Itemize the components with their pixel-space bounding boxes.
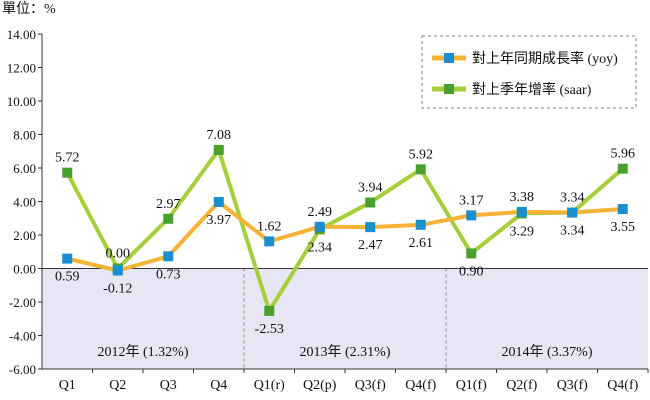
y-tick-label: 6.00 (13, 161, 36, 176)
x-tick-label: Q2(f) (506, 378, 537, 393)
data-point-yoy (62, 253, 73, 264)
y-tick-label: 10.00 (7, 94, 36, 109)
y-tick-label: 2.00 (13, 228, 36, 243)
x-tick-label: Q3(f) (355, 378, 386, 393)
data-label-yoy: 2.61 (409, 236, 434, 251)
data-label-yoy: 3.55 (611, 220, 636, 235)
data-point-yoy (617, 204, 628, 215)
data-label-saar: 3.29 (510, 224, 535, 239)
data-point-saar (415, 164, 426, 175)
unit-label: 單位：% (2, 1, 56, 17)
year-group-label: 2012年 (1.32%) (98, 344, 189, 360)
legend-marker-saar (444, 84, 454, 94)
data-point-saar (264, 305, 275, 316)
data-point-saar (213, 144, 224, 155)
legend-label-yoy: 對上年同期成長率 (yoy) (472, 50, 618, 67)
data-point-yoy (516, 206, 527, 217)
data-label-saar: 5.96 (611, 147, 636, 162)
data-point-saar (466, 248, 477, 259)
data-label-saar: 7.08 (207, 128, 232, 143)
data-label-saar: 0.00 (106, 247, 131, 262)
data-point-yoy (264, 236, 275, 247)
x-tick-label: Q1(r) (254, 378, 285, 393)
x-tick-label: Q2 (109, 378, 126, 393)
series-line-yoy (66, 200, 623, 273)
data-label-yoy: 1.62 (257, 219, 282, 234)
data-label-saar: 2.34 (308, 240, 333, 255)
negative-region (42, 268, 648, 369)
x-tick-label: Q4 (210, 378, 227, 393)
data-point-yoy (112, 265, 123, 276)
year-group-label: 2013年 (2.31%) (300, 344, 391, 360)
data-label-yoy: 3.17 (459, 193, 484, 208)
data-point-saar (365, 197, 376, 208)
x-tick-label: Q2(p) (303, 378, 337, 393)
data-label-saar: 5.72 (55, 151, 80, 166)
data-label-saar: 3.94 (358, 181, 383, 196)
data-point-saar (163, 213, 174, 224)
data-point-yoy (365, 222, 376, 233)
data-label-saar: 2.97 (156, 197, 181, 212)
data-label-yoy: 0.59 (55, 270, 80, 285)
data-label-saar: 5.92 (409, 147, 434, 162)
x-tick-label: Q1 (59, 378, 76, 393)
data-point-saar (62, 167, 73, 178)
data-point-yoy (567, 207, 578, 218)
data-point-yoy (466, 210, 477, 221)
data-label-yoy: -0.12 (103, 282, 132, 297)
legend-label-saar: 對上季年增率 (saar) (472, 81, 592, 98)
data-label-yoy: 3.34 (560, 224, 585, 239)
x-tick-label: Q3 (160, 378, 177, 393)
data-label-saar: 0.90 (459, 264, 484, 279)
x-tick-label: Q3(f) (557, 378, 588, 393)
data-point-yoy (163, 251, 174, 262)
y-tick-label: -2.00 (9, 295, 36, 310)
data-point-yoy (314, 221, 325, 232)
data-point-yoy (213, 197, 224, 208)
legend-box (421, 35, 637, 109)
y-tick-label: -4.00 (9, 329, 36, 344)
data-label-yoy: 3.38 (510, 190, 535, 205)
data-label-yoy: 0.73 (156, 267, 181, 282)
plot-area: 2012年 (1.32%) 2013年 (2.31%) 2014年 (3.37%) 1… (7, 27, 649, 393)
legend: 對上年同期成長率 (yoy) 對上季年增率 (saar) (421, 35, 637, 109)
year-group-label: 2014年 (3.37%) (502, 344, 593, 360)
data-label-yoy: 2.47 (358, 238, 383, 253)
data-point-yoy (415, 219, 426, 230)
y-tick-label: -6.00 (9, 362, 36, 377)
y-tick-label: 12.00 (7, 61, 36, 76)
x-tick-label: Q1(f) (456, 378, 487, 393)
data-label-saar: 3.34 (560, 191, 585, 206)
x-tick-label: Q4(f) (607, 378, 638, 393)
legend-marker-yoy (444, 53, 454, 63)
data-label-yoy: 3.97 (207, 213, 232, 228)
y-tick-label: 8.00 (13, 128, 36, 143)
y-tick-label: 4.00 (13, 195, 36, 210)
y-tick-label: 14.00 (7, 27, 36, 42)
x-tick-label: Q4(f) (405, 378, 436, 393)
data-label-yoy: 2.49 (308, 205, 333, 220)
y-tick-label: 0.00 (13, 262, 36, 277)
data-point-saar (617, 163, 628, 174)
data-label-saar: -2.53 (255, 322, 284, 337)
